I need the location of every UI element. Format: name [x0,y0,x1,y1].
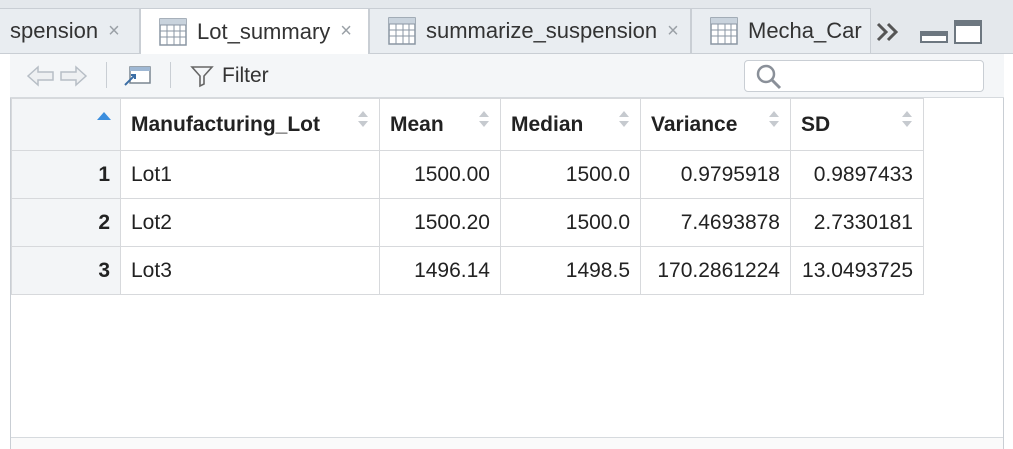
tab-label: spension [10,18,99,43]
data-table: Manufacturing_Lot Mean Median Variance S… [11,98,924,295]
data-viewer-toolbar: Filter [10,54,1004,98]
cell-manufacturing-lot: Lot3 [120,246,380,295]
cell-median: 1500.0 [500,150,641,199]
sort-icon [902,111,912,127]
popout-window-icon [124,65,151,86]
column-header-label: Median [511,112,584,136]
row-index: 1 [11,150,121,199]
search-icon [756,64,782,90]
editor-tab-bar: spension × Lot_summary × summarize_suspe… [0,0,1013,54]
sort-ascending-icon [97,112,111,120]
tab-spension[interactable]: spension × [0,8,140,53]
row-index: 3 [11,246,121,295]
filter-icon [190,65,214,87]
tab-summarize-suspension[interactable]: summarize_suspension × [369,8,691,53]
table-row: 1 Lot1 1500.00 1500.0 0.9795918 0.989743… [11,150,924,199]
header-row: Manufacturing_Lot Mean Median Variance S… [11,98,924,151]
cell-median: 1498.5 [500,246,641,295]
cell-mean: 1500.00 [379,150,501,199]
toolbar-separator [170,62,171,88]
horizontal-scrollbar[interactable] [11,437,1003,449]
table-icon [159,17,187,46]
column-header-median[interactable]: Median [500,98,641,151]
cell-variance: 170.2861224 [640,246,791,295]
tab-tools [873,18,985,46]
maximize-pane-icon[interactable] [953,18,985,46]
close-icon[interactable]: × [667,19,679,42]
cell-median: 1500.0 [500,198,641,247]
table-icon [388,17,416,45]
show-in-window-button[interactable] [122,54,154,97]
table-icon [710,17,738,45]
cell-manufacturing-lot: Lot2 [120,198,380,247]
column-header-label: Variance [651,112,738,136]
toolbar-separator [106,62,107,88]
table-row: 2 Lot2 1500.20 1500.0 7.4693878 2.733018… [11,198,924,247]
tab-lot-summary[interactable]: Lot_summary × [140,8,369,54]
cell-sd: 0.9897433 [790,150,924,199]
sort-icon [619,111,629,127]
cell-mean: 1500.20 [379,198,501,247]
nav-buttons [26,54,88,97]
filter-button[interactable]: Filter [190,54,269,97]
sort-icon [479,111,489,127]
forward-arrow-icon[interactable] [58,64,88,88]
cell-sd: 2.7330181 [790,198,924,247]
cell-mean: 1496.14 [379,246,501,295]
back-arrow-icon[interactable] [26,64,56,88]
row-index: 2 [11,198,121,247]
cell-manufacturing-lot: Lot1 [120,150,380,199]
column-header-label: Manufacturing_Lot [131,112,320,136]
column-header-label: Mean [390,112,444,136]
tab-label: Mecha_Car [748,18,862,43]
sort-icon [769,111,779,127]
table-row: 3 Lot3 1496.14 1498.5 170.2861224 13.049… [11,246,924,295]
tab-label: Lot_summary [197,18,331,44]
search-input[interactable] [744,60,984,92]
close-icon[interactable]: × [108,19,120,42]
tab-mecha-car[interactable]: Mecha_Car × [691,8,871,53]
cell-variance: 0.9795918 [640,150,791,199]
chevron-double-right-icon[interactable] [873,19,903,45]
data-grid-area: Manufacturing_Lot Mean Median Variance S… [10,98,1004,449]
tab-label: summarize_suspension [426,18,658,43]
column-header-manufacturing-lot[interactable]: Manufacturing_Lot [120,98,380,151]
close-icon[interactable]: × [340,20,352,42]
row-index-header[interactable] [11,98,121,151]
column-header-sd[interactable]: SD [790,98,924,151]
cell-variance: 7.4693878 [640,198,791,247]
column-header-label: SD [801,112,831,136]
column-header-variance[interactable]: Variance [640,98,791,151]
filter-label: Filter [222,63,269,87]
sort-icon [358,111,368,127]
minimize-pane-icon[interactable] [919,18,951,46]
cell-sd: 13.0493725 [790,246,924,295]
column-header-mean[interactable]: Mean [379,98,501,151]
